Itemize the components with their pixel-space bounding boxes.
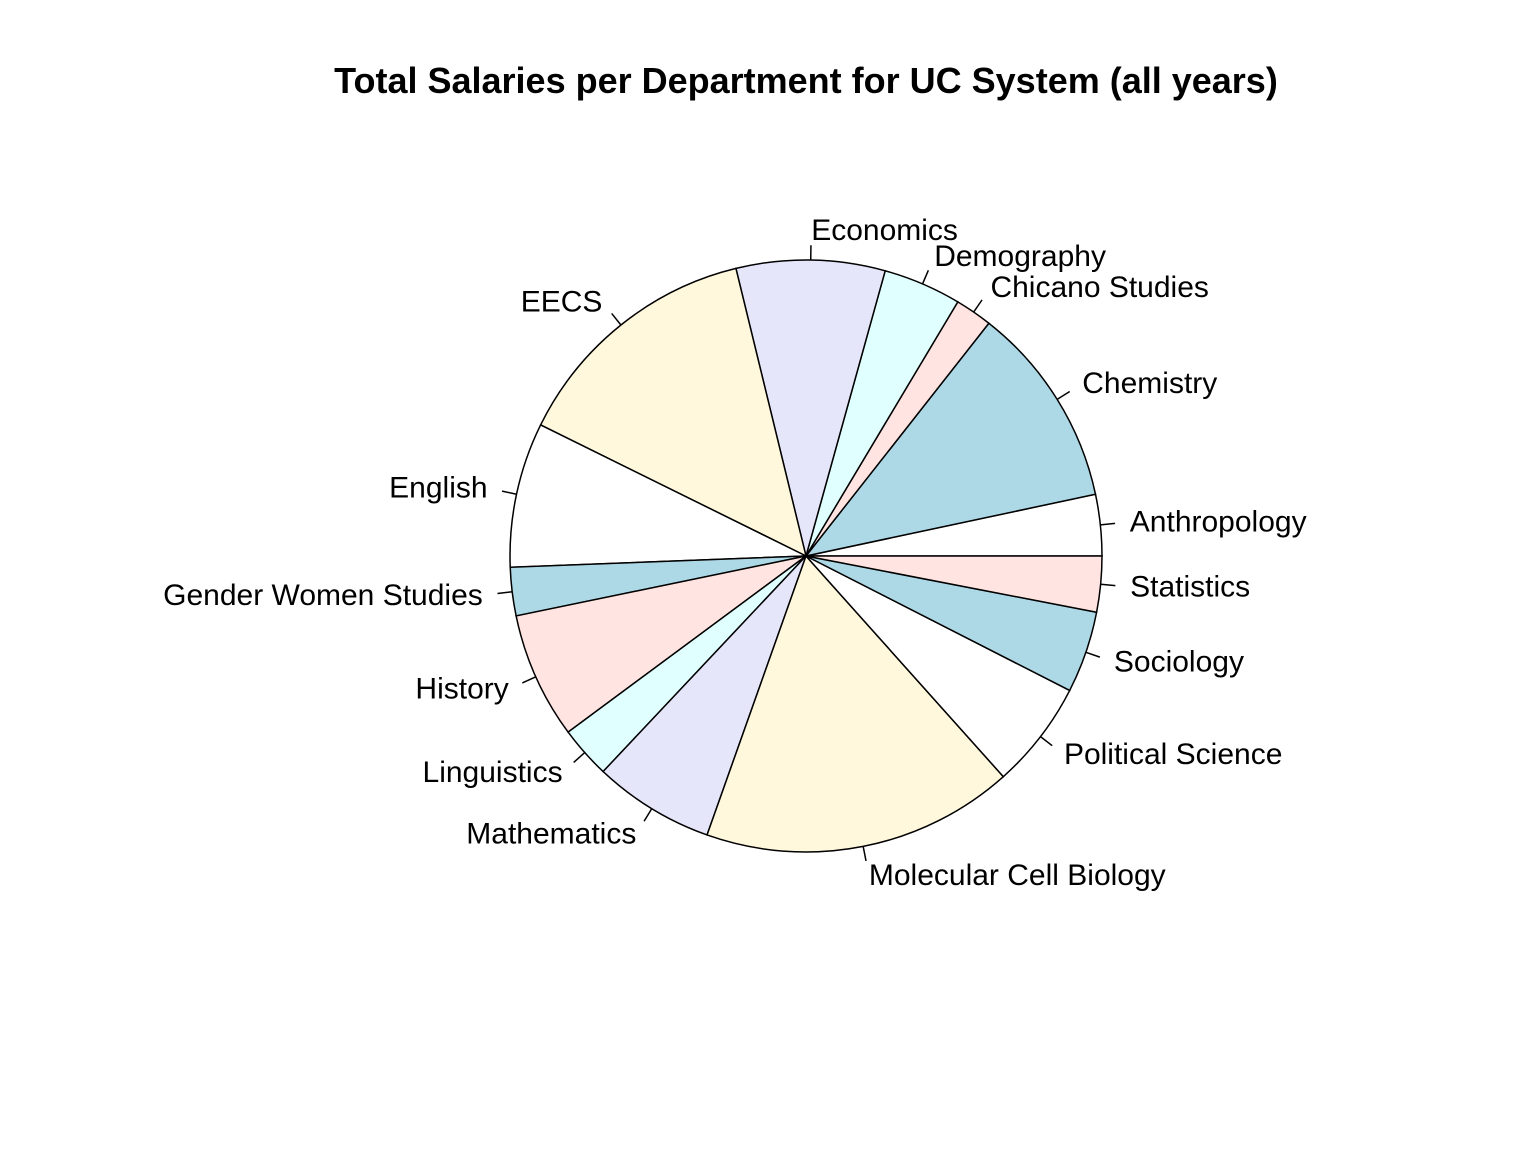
slice-molecular-cell-biology <box>706 554 1005 853</box>
label-political-science: Political Science <box>1064 738 1282 771</box>
tick-statistics <box>1100 583 1116 587</box>
tick-mathematics <box>643 808 653 822</box>
tick-eecs <box>611 312 622 326</box>
chart-title: Total Salaries per Department for UC Sys… <box>334 60 1278 101</box>
label-economics: Economics <box>811 214 958 247</box>
label-chicano-studies: Chicano Studies <box>990 271 1208 304</box>
tick-gender-women-studies <box>497 591 513 595</box>
label-molecular-cell-biology: Molecular Cell Biology <box>869 859 1166 892</box>
tick-english <box>501 490 517 495</box>
slice-eecs <box>539 267 808 558</box>
label-gender-women-studies: Gender Women Studies <box>163 579 483 612</box>
label-demography: Demography <box>934 240 1106 273</box>
pie-labels: Anthropology Chemistry Chicano StudiesDemo… <box>163 214 1306 892</box>
tick-chicano-studies <box>973 299 983 313</box>
slice-mathematics <box>602 555 807 836</box>
tick-anthropology <box>1100 522 1116 526</box>
label-statistics: Statistics <box>1130 571 1250 604</box>
label-linguistics: Linguistics <box>423 756 563 789</box>
tick-linguistics <box>573 752 586 764</box>
slice-statistics <box>805 555 1103 614</box>
label-eecs: EECS <box>521 285 603 318</box>
slice-history <box>515 555 807 734</box>
label-sociology: Sociology <box>1114 645 1244 678</box>
pie-slices <box>509 259 1103 853</box>
label-history: History <box>415 672 508 705</box>
tick-sociology <box>1085 651 1101 658</box>
tick-political-science <box>1040 736 1053 747</box>
tick-history <box>521 676 537 684</box>
slice-chemistry <box>804 322 1097 558</box>
tick-molecular-cell-biology <box>862 846 867 862</box>
tick-chemistry <box>1056 390 1071 401</box>
pie-label-ticks <box>497 245 1116 862</box>
label-chemistry: Chemistry <box>1082 367 1217 400</box>
tick-demography <box>921 270 930 285</box>
label-anthropology: Anthropology <box>1130 505 1307 538</box>
slice-english <box>509 423 807 569</box>
label-mathematics: Mathematics <box>466 817 636 850</box>
slice-economics <box>735 259 887 559</box>
label-english: English <box>389 472 487 505</box>
